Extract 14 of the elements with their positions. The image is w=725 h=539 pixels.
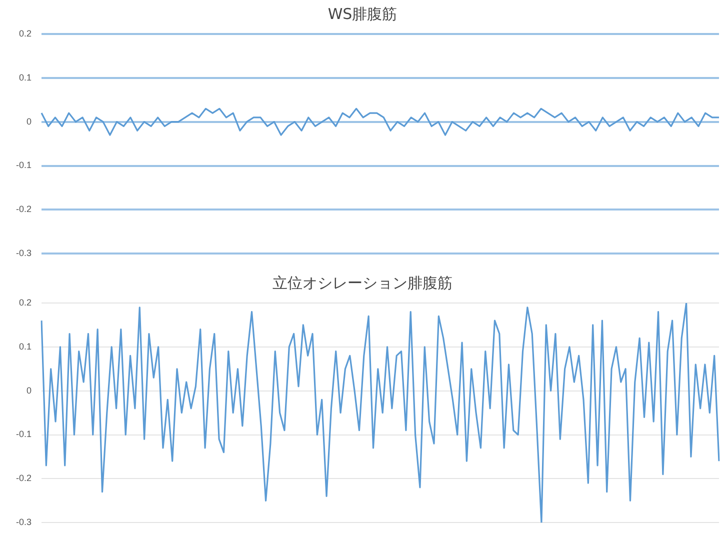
y-tick-label: 0 (26, 116, 32, 126)
y-tick-label: 0.2 (18, 28, 32, 38)
y-tick-label: -0.3 (16, 248, 32, 258)
y-tick-label: 0.1 (18, 341, 32, 352)
y-tick-label: -0.2 (16, 473, 32, 484)
chart-title: 立位オシレーション腓腹筋 (272, 274, 452, 292)
y-tick-label: -0.3 (16, 517, 32, 528)
y-tick-label: -0.1 (16, 160, 32, 170)
y-tick-label: 0 (26, 385, 32, 396)
y-tick-label: -0.2 (16, 204, 32, 214)
chart-title: WS腓腹筋 (328, 4, 398, 23)
y-tick-label: 0.1 (18, 72, 32, 82)
y-tick-label: -0.1 (16, 429, 32, 440)
y-tick-label: 0.2 (18, 297, 32, 308)
